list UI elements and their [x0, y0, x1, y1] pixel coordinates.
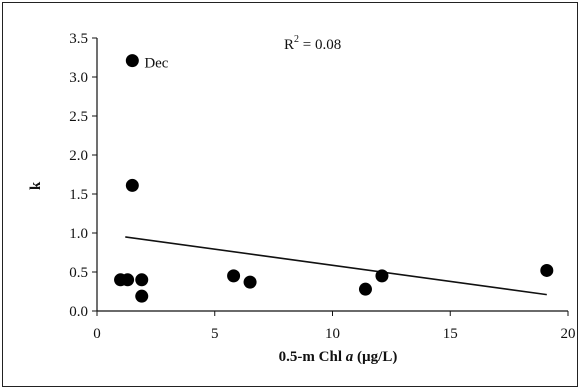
y-tick-label: 2.5 — [69, 109, 88, 125]
x-tick-label: 15 — [443, 326, 458, 342]
y-tick-label: 0.5 — [69, 265, 88, 281]
r2-prefix: R — [284, 37, 294, 53]
x-tick-label: 10 — [325, 326, 340, 342]
data-point — [243, 275, 257, 289]
data-point — [135, 273, 149, 287]
r-squared-annotation: R2 = 0.08 — [284, 34, 341, 53]
y-tick-label: 3.5 — [69, 31, 88, 47]
y-tick-label: 2.0 — [69, 148, 88, 164]
x-axis-ticks: 0 5 10 15 20 — [93, 311, 576, 342]
data-point — [135, 289, 149, 303]
x-axis-title-part-2: (µg/L) — [353, 349, 397, 365]
data-point — [121, 273, 135, 287]
y-tick-label: 1.0 — [69, 226, 88, 242]
data-points: Dec — [114, 54, 554, 303]
data-point — [227, 269, 241, 283]
y-tick-label: 1.5 — [69, 187, 88, 203]
r2-value: = 0.08 — [299, 37, 341, 53]
data-point — [540, 263, 554, 277]
y-axis-title: k — [28, 181, 44, 190]
x-axis-title-italic: a — [346, 349, 354, 365]
trendline — [125, 236, 547, 296]
x-tick-label: 0 — [93, 326, 101, 342]
chart-frame — [2, 2, 578, 387]
point-label: Dec — [144, 56, 168, 72]
r2-superscript: 2 — [294, 34, 299, 45]
y-tick-label: 0.0 — [69, 304, 88, 320]
data-point — [125, 54, 139, 68]
y-axis-ticks: 0.0 0.5 1.0 1.5 2.0 2.5 3.0 3.5 — [69, 31, 97, 320]
x-axis-title: 0.5-m Chl a (µg/L) — [279, 349, 398, 365]
axes: 0.0 0.5 1.0 1.5 2.0 2.5 3.0 3.5 0 5 10 15 20 — [69, 31, 575, 342]
x-tick-label: 5 — [211, 326, 219, 342]
data-point — [375, 269, 389, 283]
x-tick-label: 20 — [561, 326, 576, 342]
y-tick-label: 3.0 — [69, 70, 88, 86]
data-point — [358, 282, 372, 296]
data-point — [125, 178, 139, 192]
x-axis-title-part-1: 0.5-m Chl — [279, 349, 346, 365]
